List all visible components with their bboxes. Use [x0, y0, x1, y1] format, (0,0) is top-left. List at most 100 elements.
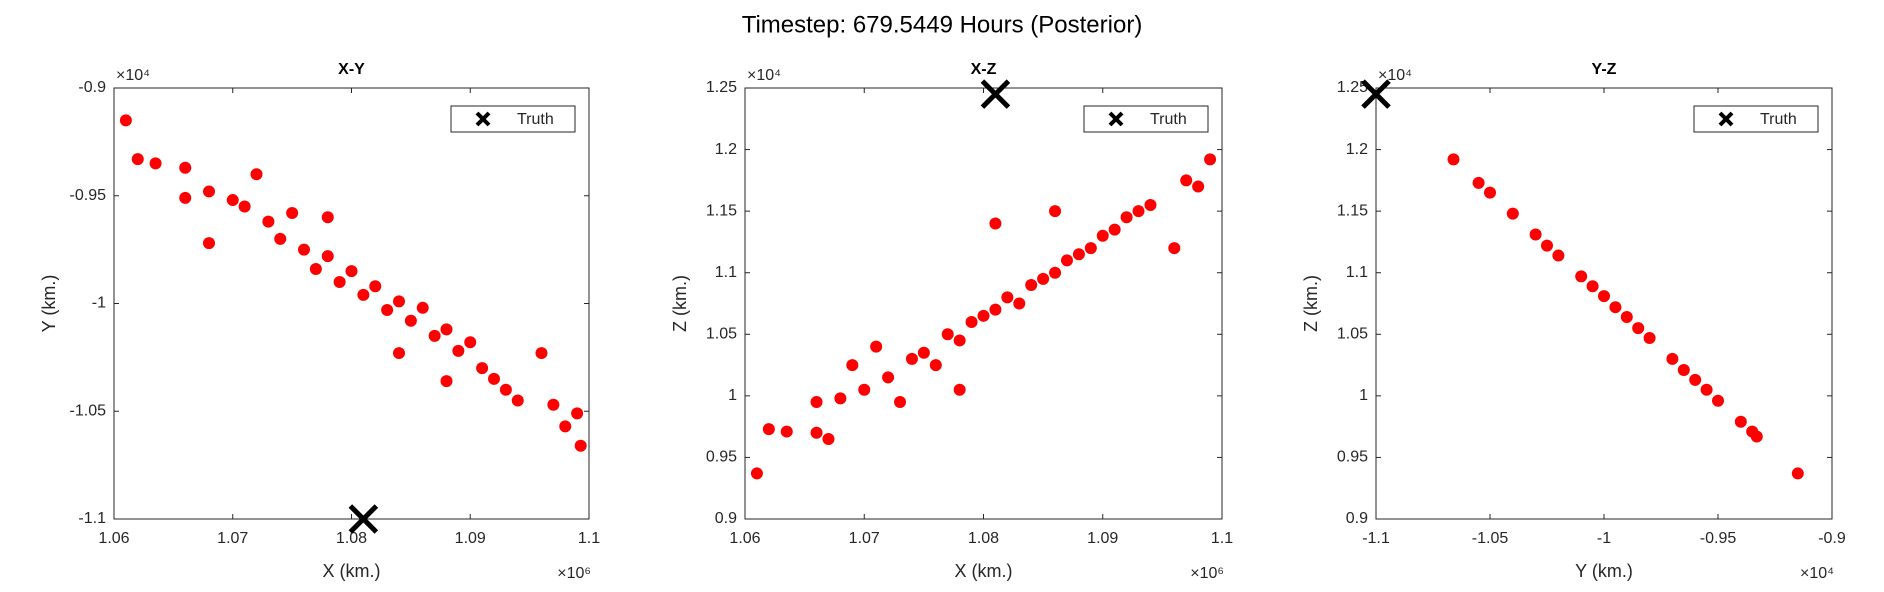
- x-axis-label: Y (km.): [1575, 561, 1633, 581]
- truth-marker: [1361, 79, 1391, 109]
- point: [464, 336, 477, 349]
- y-tick-label: 1.05: [706, 326, 737, 343]
- x-scale-label: ×10⁶: [557, 565, 591, 582]
- y-tick-label: 1: [728, 387, 737, 404]
- point: [1689, 373, 1702, 386]
- point: [119, 114, 132, 127]
- x-tick-label: 1.1: [1211, 530, 1233, 547]
- point: [226, 194, 239, 207]
- point: [321, 211, 334, 224]
- axes-title: X-Y: [338, 61, 365, 78]
- point: [369, 280, 382, 293]
- legend-label: Truth: [1760, 111, 1797, 128]
- point: [547, 398, 560, 411]
- y-tick-label: 1.05: [1337, 326, 1368, 343]
- y-scale-label: ×10⁴: [747, 67, 781, 84]
- point: [1060, 254, 1073, 267]
- y-tick-label: 0.9: [1346, 510, 1368, 527]
- point: [1598, 290, 1610, 303]
- y-tick-label: 0.95: [1337, 449, 1368, 466]
- x-tick-label: 1.1: [578, 530, 600, 547]
- y-axis-label: Y (km.): [39, 275, 59, 333]
- point: [1609, 301, 1622, 314]
- point: [834, 392, 847, 405]
- point: [393, 347, 405, 360]
- point: [1484, 186, 1496, 199]
- y-tick-label: 1: [1359, 387, 1368, 404]
- point: [822, 432, 835, 445]
- point: [1132, 205, 1145, 218]
- point: [1643, 331, 1656, 344]
- point: [1700, 383, 1713, 396]
- point: [1472, 176, 1485, 189]
- axes-title: X-Z: [971, 61, 997, 78]
- point: [571, 407, 584, 420]
- y-tick-label: -0.95: [70, 187, 107, 204]
- x-axis-label: X (km.): [323, 561, 381, 581]
- point: [1750, 430, 1763, 443]
- point: [440, 323, 453, 336]
- point: [1506, 207, 1519, 220]
- y-scale-label: ×10⁴: [116, 67, 150, 84]
- legend-box: [1083, 105, 1209, 133]
- point: [977, 309, 990, 322]
- point: [1180, 174, 1193, 187]
- point: [511, 394, 524, 407]
- point: [179, 161, 192, 174]
- point: [321, 250, 334, 263]
- y-tick-label: 1.2: [715, 141, 737, 158]
- point: [1552, 249, 1565, 262]
- x-tick-label: 1.09: [1087, 530, 1118, 547]
- point: [1192, 180, 1205, 193]
- point: [941, 328, 954, 341]
- point: [810, 396, 823, 409]
- point: [1120, 211, 1133, 224]
- point: [1734, 415, 1747, 428]
- x-tick-label: -1.05: [1472, 530, 1509, 547]
- x-tick-label: -1: [1597, 530, 1611, 547]
- point: [1620, 311, 1633, 324]
- x-scale-label: ×10⁴: [1800, 565, 1834, 582]
- y-tick-label: 1.25: [706, 79, 737, 96]
- point: [1447, 153, 1460, 166]
- y-tick-label: 1.1: [1346, 264, 1368, 281]
- point: [1144, 198, 1157, 211]
- legend-box: [450, 105, 576, 133]
- truth-marker: [348, 504, 379, 534]
- point: [989, 303, 1002, 316]
- point: [428, 329, 441, 342]
- x-tick-label: -1.1: [1362, 530, 1390, 547]
- point: [535, 347, 548, 360]
- y-tick-label: -1.1: [78, 510, 106, 527]
- y-tick-label: 1.1: [715, 264, 737, 281]
- point: [286, 206, 299, 219]
- point: [750, 467, 763, 480]
- point: [1001, 291, 1014, 304]
- point: [1529, 228, 1542, 241]
- point: [381, 303, 394, 316]
- point: [238, 200, 251, 213]
- truth-marker: [980, 79, 1011, 109]
- point: [1677, 363, 1690, 376]
- point: [1541, 239, 1553, 252]
- point: [1049, 266, 1062, 279]
- x-tick-label: 1.06: [729, 530, 760, 547]
- point: [810, 426, 823, 439]
- y-tick-label: -0.9: [78, 79, 106, 96]
- point: [203, 237, 215, 250]
- point: [1037, 272, 1050, 285]
- point: [965, 315, 978, 328]
- x-tick-label: -0.9: [1818, 530, 1846, 547]
- point: [203, 185, 215, 198]
- point: [846, 359, 859, 372]
- point: [1025, 279, 1038, 292]
- x-tick-label: 1.07: [849, 530, 880, 547]
- x-tick-label: 1.07: [217, 530, 248, 547]
- point: [416, 301, 429, 314]
- point: [250, 168, 263, 181]
- point: [499, 383, 512, 396]
- point: [1072, 248, 1085, 261]
- x-axis-label: X (km.): [955, 561, 1013, 581]
